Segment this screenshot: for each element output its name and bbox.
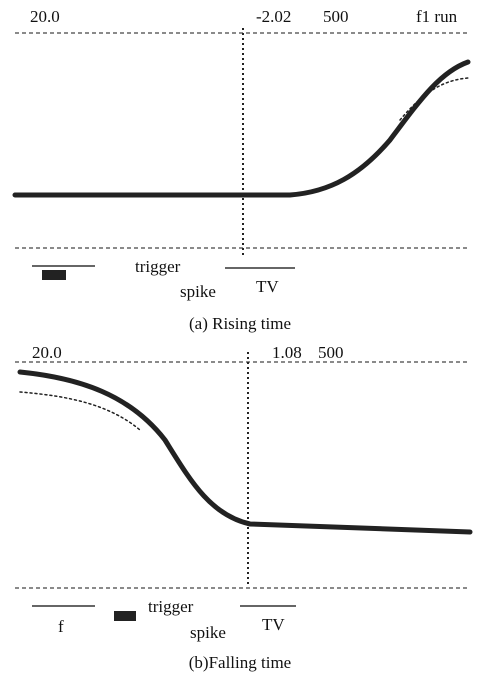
waveform <box>15 62 468 195</box>
header-left: 20.0 <box>30 7 60 26</box>
caption: (b)Falling time <box>189 653 291 672</box>
header-left: 20.0 <box>32 343 62 362</box>
caption: (a) Rising time <box>189 314 291 333</box>
footer-marker <box>114 611 136 621</box>
waveform-noise <box>20 392 140 430</box>
header-right: 500 <box>318 343 344 362</box>
panel-rising: 20.0 -2.02 500 f1 run trigger spike TV (… <box>15 7 470 333</box>
footer-mode: TV <box>256 277 279 296</box>
header-status: f1 run <box>416 7 458 26</box>
waveform <box>20 372 470 532</box>
header-center: 1.08 <box>272 343 302 362</box>
header-center: -2.02 <box>256 7 291 26</box>
footer-spike: spike <box>190 623 226 642</box>
figure: 20.0 -2.02 500 f1 run trigger spike TV (… <box>0 0 480 684</box>
footer-trigger: trigger <box>135 257 181 276</box>
panel-falling: 20.0 1.08 500 f trigger spike TV (b)Fall… <box>15 343 470 672</box>
header-right: 500 <box>323 7 349 26</box>
footer-spike: spike <box>180 282 216 301</box>
footer-left: f <box>58 617 64 636</box>
footer-mode: TV <box>262 615 285 634</box>
footer-trigger: trigger <box>148 597 194 616</box>
footer-marker <box>42 270 66 280</box>
